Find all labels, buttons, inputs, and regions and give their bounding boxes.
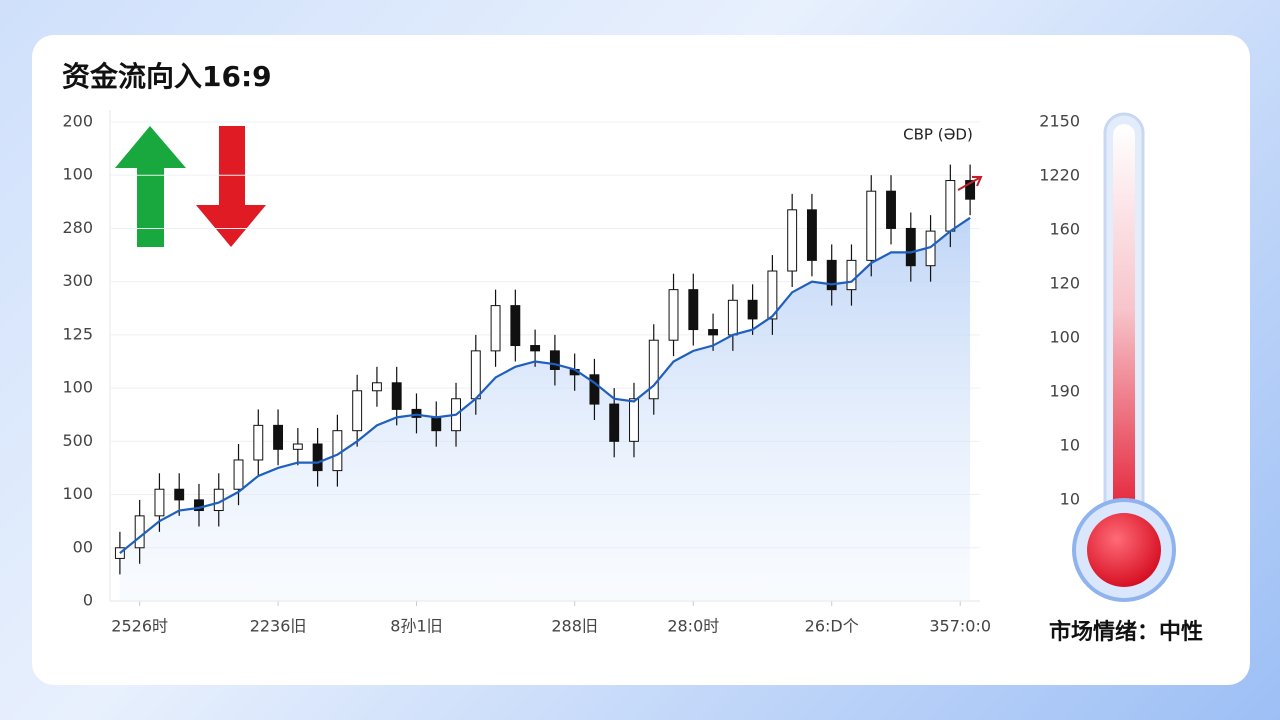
y-tick-label: 100 bbox=[62, 165, 93, 184]
candle-body bbox=[668, 289, 679, 341]
gauge-label: 100 bbox=[1049, 328, 1080, 347]
annotation: CBP (ƏD) bbox=[903, 126, 973, 144]
trend-arrow bbox=[957, 176, 983, 191]
candle-body bbox=[233, 459, 244, 490]
candle-body bbox=[391, 382, 402, 410]
gauge-label: 10 bbox=[1060, 436, 1080, 455]
candle-body bbox=[905, 227, 916, 267]
candle-body bbox=[945, 180, 956, 232]
y-tick-label: 280 bbox=[62, 218, 93, 237]
x-tick-label: 357:0:0 bbox=[929, 617, 991, 636]
x-tick-label: 26:D个 bbox=[805, 617, 859, 636]
candle-body bbox=[826, 259, 837, 291]
y-tick-label: 00 bbox=[73, 537, 93, 556]
area bbox=[119, 217, 971, 602]
candle-body bbox=[549, 350, 560, 370]
candle-body bbox=[332, 430, 343, 472]
down-arrow bbox=[196, 126, 266, 247]
candle-body bbox=[292, 443, 303, 450]
y-tick-label: 125 bbox=[62, 324, 93, 343]
candle-body bbox=[609, 403, 620, 442]
y-tick-label: 200 bbox=[62, 112, 93, 131]
y-tick-label: 500 bbox=[62, 431, 93, 450]
candle-body bbox=[965, 180, 976, 200]
up-arrow bbox=[115, 126, 186, 247]
candle-body bbox=[886, 190, 896, 229]
candle-body bbox=[767, 270, 778, 320]
candle-body bbox=[411, 408, 422, 418]
candle-body bbox=[530, 345, 541, 352]
candle-body bbox=[510, 305, 521, 347]
candle-body bbox=[866, 190, 877, 261]
candle-body bbox=[688, 289, 699, 331]
gauge-label: 2150 bbox=[1039, 112, 1080, 131]
candle-body bbox=[273, 424, 284, 450]
x-tick-label: 28:0时 bbox=[667, 617, 719, 636]
gauge-label: 1220 bbox=[1039, 166, 1080, 185]
x-tick-label: 2236旧 bbox=[250, 617, 307, 636]
candle-body bbox=[727, 299, 738, 336]
candle-body bbox=[174, 488, 185, 501]
x-tick-label: 288旧 bbox=[551, 617, 598, 636]
candle-body bbox=[371, 382, 382, 392]
candle-body bbox=[134, 515, 145, 549]
candle-body bbox=[589, 374, 600, 405]
chart-title: 资金流向入16:9 bbox=[62, 60, 272, 93]
y-tick-label: 100 bbox=[62, 484, 93, 503]
candle-body bbox=[787, 209, 798, 272]
candle-body bbox=[154, 488, 165, 517]
x-tick-label: 8孙1旧 bbox=[390, 617, 442, 636]
candle-body bbox=[629, 398, 639, 442]
y-tick-label: 0 bbox=[83, 591, 93, 610]
moving-average-line bbox=[119, 216, 971, 554]
candle-body bbox=[194, 499, 204, 512]
gauge-label: 190 bbox=[1049, 382, 1080, 401]
candle-body bbox=[490, 305, 501, 352]
x-tick-label: 2526时 bbox=[111, 617, 168, 636]
candle-body bbox=[648, 339, 659, 400]
candle-body bbox=[747, 299, 758, 320]
candle-body bbox=[806, 209, 817, 261]
gauge-label: 10 bbox=[1060, 490, 1080, 509]
thermometer-bulb bbox=[1087, 513, 1161, 587]
gauge-label: 120 bbox=[1049, 274, 1080, 293]
gauge-labels: 2150 1220 160 120 100 190 10 10 bbox=[1039, 112, 1080, 509]
y-tick-label: 100 bbox=[62, 378, 93, 397]
candle-body bbox=[846, 259, 857, 291]
thermometer-fill bbox=[1113, 124, 1135, 534]
candle-body bbox=[352, 390, 363, 432]
candle-body bbox=[708, 329, 719, 336]
gauge-label: 160 bbox=[1049, 220, 1080, 239]
candle-body bbox=[312, 443, 323, 472]
y-tick-label: 300 bbox=[62, 271, 93, 290]
candle-body bbox=[431, 416, 442, 432]
gauge-caption: 市场情绪：中性 bbox=[1049, 619, 1203, 645]
candle-body bbox=[470, 350, 481, 400]
candle-body bbox=[253, 424, 264, 461]
